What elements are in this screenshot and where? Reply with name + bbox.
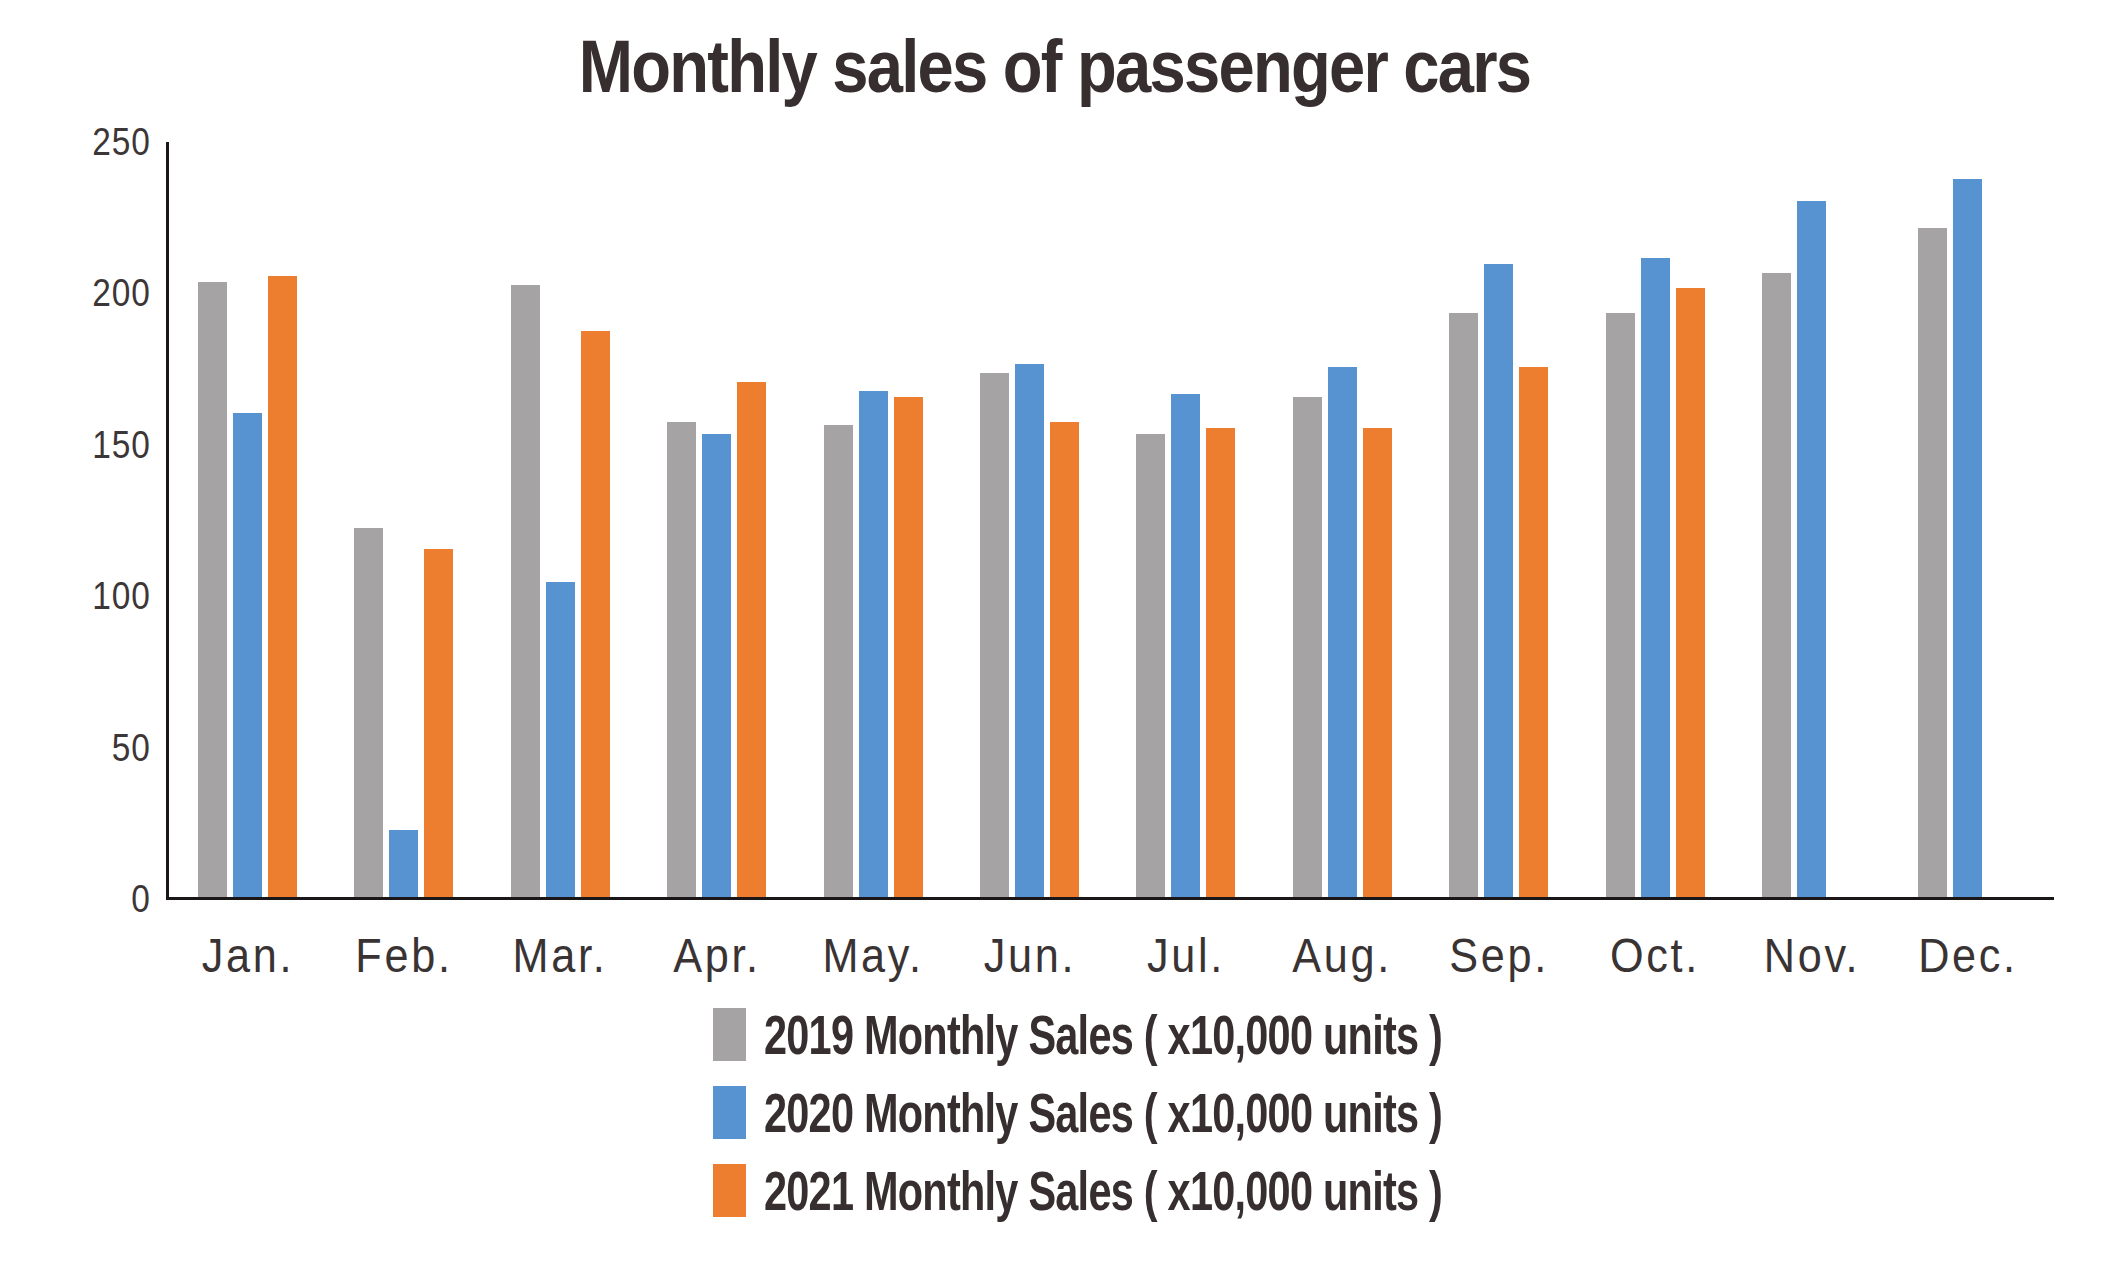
bar-2019-apr bbox=[667, 422, 696, 897]
bar-2019-nov bbox=[1762, 273, 1791, 897]
x-tick-label-feb: Feb. bbox=[332, 928, 476, 983]
legend-item-2019: 2019 Monthly Sales ( x10,000 units ) bbox=[713, 1008, 1680, 1061]
plot-area bbox=[168, 142, 2052, 897]
bar-2020-aug bbox=[1328, 367, 1357, 897]
bar-2021-jun bbox=[1050, 422, 1079, 897]
x-tick-label-jul: Jul. bbox=[1114, 928, 1258, 983]
bar-2021-aug bbox=[1363, 428, 1392, 897]
bar-2020-sep bbox=[1484, 264, 1513, 897]
x-tick-label-jun: Jun. bbox=[958, 928, 1102, 983]
x-tick-label-oct: Oct. bbox=[1583, 928, 1727, 983]
bar-2021-apr bbox=[737, 382, 766, 897]
chart-canvas: Monthly sales of passenger cars 2019 Mon… bbox=[0, 0, 2109, 1278]
x-axis-line bbox=[166, 897, 2054, 900]
bar-2021-sep bbox=[1519, 367, 1548, 897]
bar-2020-dec bbox=[1953, 179, 1982, 897]
bar-2019-sep bbox=[1449, 313, 1478, 897]
x-tick-label-aug: Aug. bbox=[1270, 928, 1414, 983]
bar-2021-feb bbox=[424, 549, 453, 897]
bar-2020-apr bbox=[702, 434, 731, 897]
y-tick-label-150: 150 bbox=[45, 426, 151, 464]
y-tick-label-200: 200 bbox=[45, 274, 151, 312]
bar-2021-jan bbox=[268, 276, 297, 897]
bar-2019-mar bbox=[511, 285, 540, 897]
bar-2019-jul bbox=[1136, 434, 1165, 897]
bar-2019-feb bbox=[354, 528, 383, 897]
legend-label-2021: 2021 Monthly Sales ( x10,000 units ) bbox=[764, 1158, 1442, 1223]
y-tick-label-0: 0 bbox=[45, 880, 151, 918]
x-tick-label-sep: Sep. bbox=[1427, 928, 1571, 983]
legend: 2019 Monthly Sales ( x10,000 units ) 202… bbox=[713, 1008, 1680, 1242]
bar-2021-jul bbox=[1206, 428, 1235, 897]
bar-2021-may bbox=[894, 397, 923, 897]
bar-2020-nov bbox=[1797, 201, 1826, 897]
bar-2019-oct bbox=[1606, 313, 1635, 897]
x-tick-label-mar: Mar. bbox=[488, 928, 632, 983]
x-tick-label-apr: Apr. bbox=[645, 928, 789, 983]
y-tick-label-250: 250 bbox=[45, 123, 151, 161]
x-tick-label-nov: Nov. bbox=[1740, 928, 1884, 983]
bar-2020-jun bbox=[1015, 364, 1044, 897]
bar-2019-jan bbox=[198, 282, 227, 897]
bar-2020-jul bbox=[1171, 394, 1200, 897]
legend-swatch-2021 bbox=[713, 1164, 746, 1217]
y-tick-label-50: 50 bbox=[45, 729, 151, 767]
bar-2021-oct bbox=[1676, 288, 1705, 897]
x-tick-label-may: May. bbox=[801, 928, 945, 983]
bar-2019-jun bbox=[980, 373, 1009, 897]
bar-2020-oct bbox=[1641, 258, 1670, 897]
bar-2019-dec bbox=[1918, 228, 1947, 897]
legend-item-2020: 2020 Monthly Sales ( x10,000 units ) bbox=[713, 1086, 1680, 1139]
bar-2021-mar bbox=[581, 331, 610, 897]
bar-2020-mar bbox=[546, 582, 575, 897]
bar-2019-may bbox=[824, 425, 853, 897]
bar-2020-feb bbox=[389, 830, 418, 897]
bar-2020-jan bbox=[233, 413, 262, 897]
legend-swatch-2019 bbox=[713, 1008, 746, 1061]
legend-swatch-2020 bbox=[713, 1086, 746, 1139]
y-tick-label-100: 100 bbox=[45, 577, 151, 615]
chart-title: Monthly sales of passenger cars bbox=[127, 24, 1983, 109]
legend-label-2020: 2020 Monthly Sales ( x10,000 units ) bbox=[764, 1080, 1442, 1145]
x-tick-label-jan: Jan. bbox=[176, 928, 320, 983]
bar-2019-aug bbox=[1293, 397, 1322, 897]
bar-2020-may bbox=[859, 391, 888, 897]
legend-item-2021: 2021 Monthly Sales ( x10,000 units ) bbox=[713, 1164, 1680, 1217]
x-tick-label-dec: Dec. bbox=[1896, 928, 2040, 983]
legend-label-2019: 2019 Monthly Sales ( x10,000 units ) bbox=[764, 1002, 1442, 1067]
